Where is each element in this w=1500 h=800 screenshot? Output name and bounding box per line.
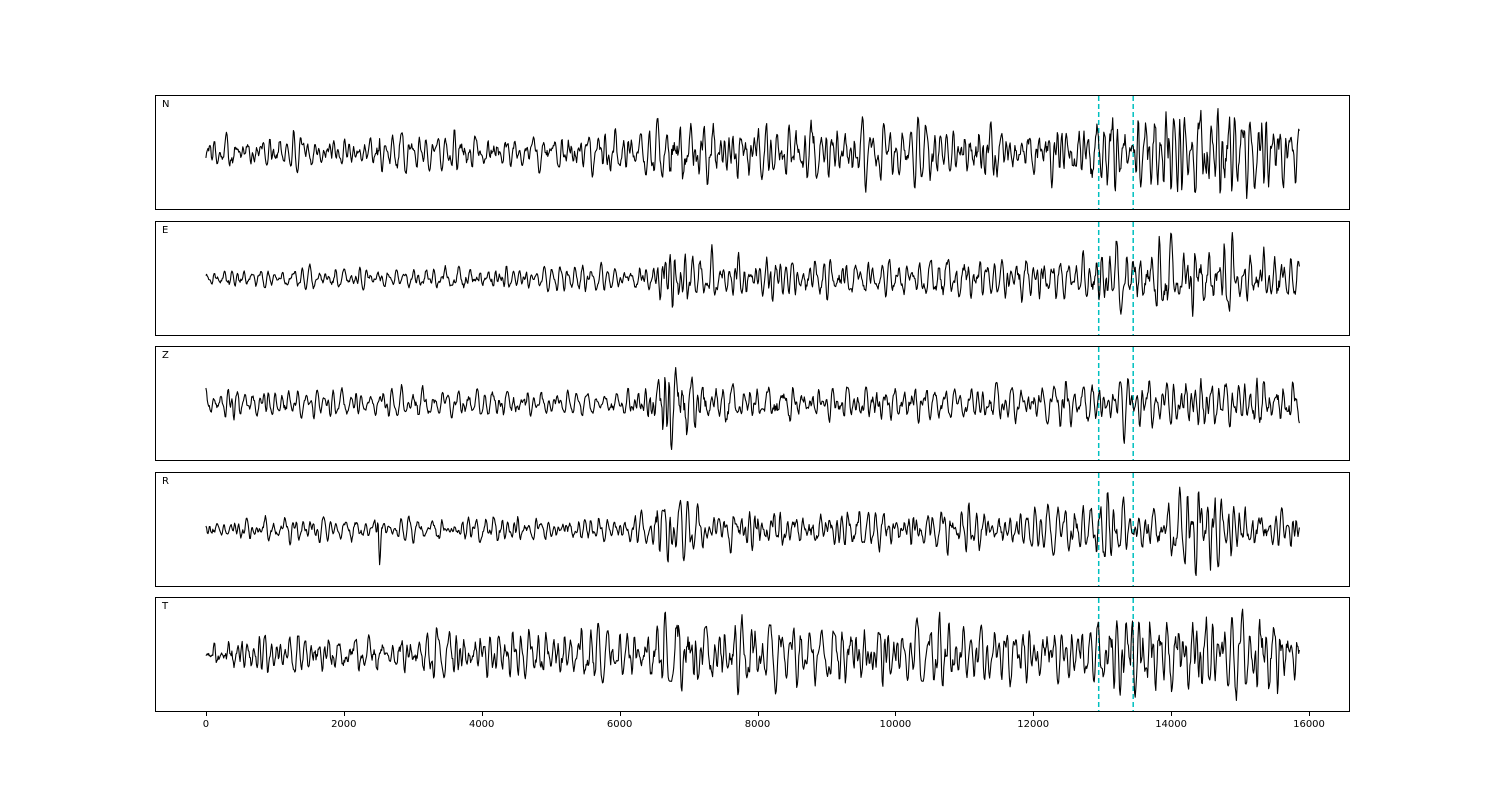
x-tick-label: 6000: [606, 719, 633, 730]
x-tick-mark: [481, 712, 483, 716]
subplot-Z: Z: [155, 346, 1350, 461]
x-tick-label: 14000: [1155, 719, 1187, 730]
waveform-trace: [205, 108, 1300, 200]
x-tick-mark: [619, 712, 621, 716]
channel-label-T: T: [162, 601, 169, 612]
subplot-E: E: [155, 221, 1350, 336]
waveform-trace: [205, 486, 1300, 577]
x-tick-label: 2000: [331, 719, 357, 730]
subplot-N: N: [155, 95, 1350, 210]
x-tick-mark: [205, 712, 207, 716]
x-tick-label: 4000: [468, 719, 495, 730]
x-tick-mark: [757, 712, 759, 716]
x-tick-label: 16000: [1293, 719, 1325, 730]
channel-label-R: R: [162, 476, 169, 487]
waveform-plot-N: [205, 96, 1300, 209]
x-tick-label: 10000: [879, 719, 912, 730]
waveform-plot-Z: [205, 347, 1300, 460]
x-tick-mark: [1309, 712, 1310, 716]
channel-label-Z: Z: [162, 350, 169, 361]
x-tick-label: 12000: [1017, 719, 1050, 730]
x-tick-mark: [895, 712, 897, 716]
waveform-trace: [205, 231, 1300, 317]
x-tick-mark: [1033, 712, 1035, 716]
channel-label-N: N: [162, 99, 170, 110]
x-tick-label: 0: [202, 719, 210, 730]
waveform-trace: [205, 366, 1300, 451]
x-tick-mark: [1171, 712, 1173, 716]
waveform-trace: [205, 608, 1300, 702]
channel-label-E: E: [162, 225, 169, 236]
x-tick-mark: [343, 712, 345, 716]
waveform-plot-T: [205, 598, 1300, 711]
subplot-R: R: [155, 472, 1350, 587]
waveform-plot-R: [205, 473, 1300, 586]
x-tick-label: 8000: [744, 719, 771, 730]
subplot-T: T: [155, 597, 1350, 712]
waveform-plot-E: [205, 222, 1300, 335]
x-axis: 0 2000 4000 6000 8000 10000 12000 14000 16000: [155, 712, 1350, 746]
